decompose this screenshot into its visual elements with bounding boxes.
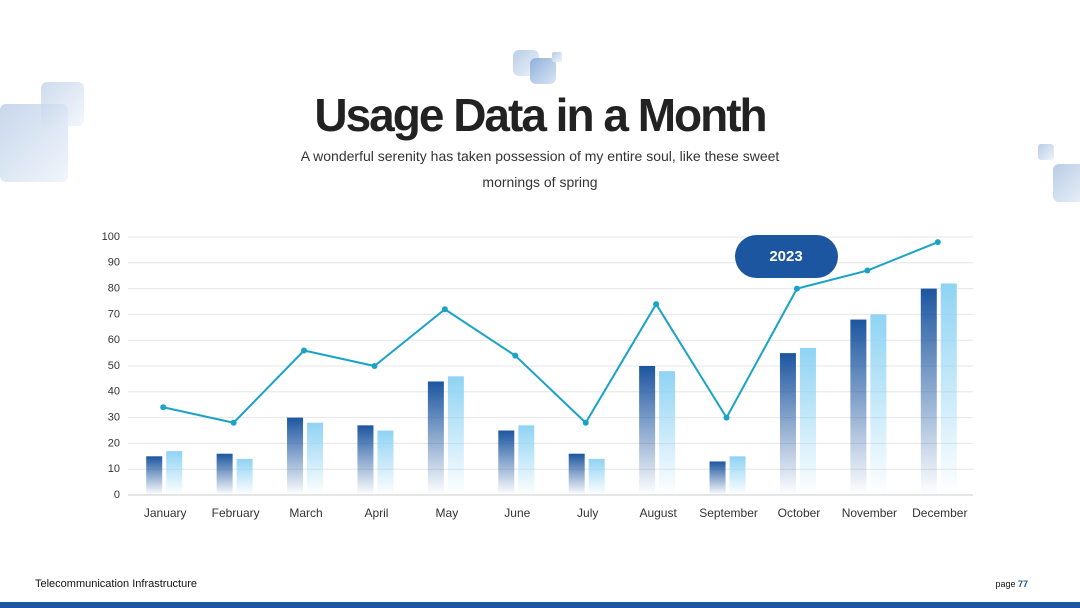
bar: [307, 422, 324, 495]
annotation: 2023: [769, 248, 802, 265]
bar: [427, 381, 444, 495]
point: [301, 347, 308, 354]
footer-text: Telecommunication Infrastructure: [35, 578, 198, 590]
point: [653, 301, 660, 308]
bar: [920, 288, 937, 495]
x-tick-label: March: [289, 506, 322, 520]
point: [230, 419, 237, 426]
point: [793, 285, 800, 292]
point: [160, 404, 167, 411]
decor: [1053, 164, 1080, 202]
bar: [588, 458, 605, 495]
point: [864, 267, 871, 274]
page-num: 77: [1017, 579, 1028, 589]
title: Usage Data in a Month: [314, 89, 767, 141]
bar: [639, 366, 656, 495]
bar: [287, 417, 304, 495]
bar: [659, 371, 676, 495]
bar: [799, 347, 816, 495]
page-label: page: [995, 579, 1016, 589]
x-tick-label: October: [778, 506, 821, 520]
x-tick-label: December: [912, 506, 967, 520]
point: [371, 363, 378, 369]
point: [582, 419, 589, 426]
x-tick-label: August: [639, 506, 677, 520]
y-tick-label: 50: [108, 360, 120, 372]
x-tick-label: July: [577, 506, 598, 520]
bar: [779, 353, 796, 495]
x-tick-label: June: [504, 506, 530, 520]
x-tick-label: September: [699, 506, 758, 520]
y-tick-label: 40: [108, 386, 120, 398]
bar: [216, 453, 233, 495]
x-tick-label: April: [364, 506, 388, 520]
bar: [568, 453, 585, 495]
bar: [447, 376, 464, 495]
bar: [166, 451, 183, 495]
x-tick-label: February: [212, 506, 260, 520]
decor: [530, 58, 556, 84]
bottom-bar: [0, 602, 1080, 608]
bar: [940, 283, 957, 495]
bar: [146, 456, 163, 495]
point: [441, 306, 448, 313]
bar: [518, 425, 535, 495]
y-tick-label: 60: [108, 334, 120, 346]
subtitle: A wonderful serenity has taken possessio…: [300, 148, 780, 190]
page-number: page 77: [995, 579, 1028, 589]
y-tick-label: 70: [108, 308, 120, 320]
point: [512, 352, 519, 359]
decor: [552, 52, 562, 62]
y-tick-label: 30: [108, 412, 120, 424]
x-tick-label: January: [144, 506, 187, 520]
y-tick-label: 90: [108, 257, 120, 269]
decor: [1038, 144, 1054, 160]
y-tick-label: 80: [108, 283, 120, 295]
x-tick-label: November: [842, 506, 897, 520]
y-tick-label: 0: [114, 489, 120, 501]
annotation-pill: [735, 235, 838, 278]
decor: [41, 82, 84, 126]
y-tick-label: 10: [108, 463, 120, 475]
point: [723, 414, 730, 421]
bar: [236, 458, 253, 495]
bar: [377, 430, 394, 495]
bar: [729, 456, 746, 495]
y-tick-label: 20: [108, 437, 120, 449]
bar: [709, 461, 726, 495]
bar: [498, 430, 515, 495]
bar: [850, 319, 867, 495]
x-tick-label: May: [436, 506, 459, 520]
y-tick-label: 100: [102, 231, 120, 243]
chart: 0 10 20 30 40 50 60 70 80 90 100 January February Mar…: [102, 231, 973, 520]
bar: [870, 314, 887, 495]
line: [162, 241, 939, 425]
point: [934, 239, 941, 246]
bar: [357, 425, 374, 495]
